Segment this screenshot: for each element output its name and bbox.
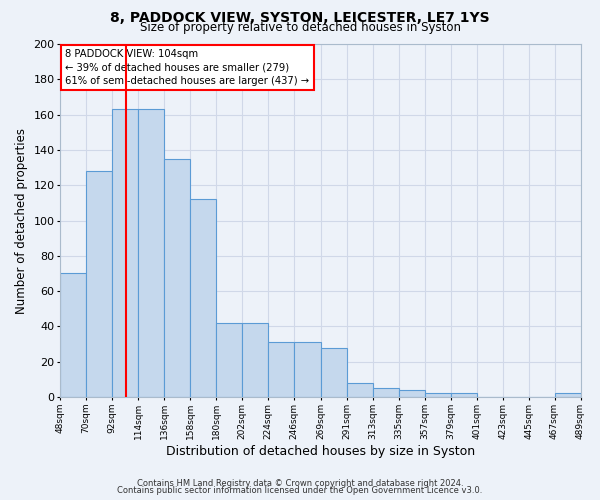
Bar <box>190 200 216 397</box>
Bar <box>138 110 164 397</box>
Bar <box>112 110 138 397</box>
Bar <box>451 394 476 397</box>
Text: 8, PADDOCK VIEW, SYSTON, LEICESTER, LE7 1YS: 8, PADDOCK VIEW, SYSTON, LEICESTER, LE7 … <box>110 11 490 25</box>
Bar <box>399 390 425 397</box>
Bar <box>347 383 373 397</box>
Bar <box>554 394 581 397</box>
Bar <box>268 342 294 397</box>
Bar <box>216 323 242 397</box>
Text: Contains public sector information licensed under the Open Government Licence v3: Contains public sector information licen… <box>118 486 482 495</box>
Bar <box>242 323 268 397</box>
Bar <box>86 171 112 397</box>
Bar <box>164 158 190 397</box>
Text: 8 PADDOCK VIEW: 104sqm
← 39% of detached houses are smaller (279)
61% of semi-de: 8 PADDOCK VIEW: 104sqm ← 39% of detached… <box>65 50 310 86</box>
Text: Contains HM Land Registry data © Crown copyright and database right 2024.: Contains HM Land Registry data © Crown c… <box>137 479 463 488</box>
Bar <box>373 388 399 397</box>
X-axis label: Distribution of detached houses by size in Syston: Distribution of detached houses by size … <box>166 444 475 458</box>
Bar <box>425 394 451 397</box>
Bar <box>60 274 86 397</box>
Text: Size of property relative to detached houses in Syston: Size of property relative to detached ho… <box>139 22 461 35</box>
Bar <box>294 342 321 397</box>
Y-axis label: Number of detached properties: Number of detached properties <box>15 128 28 314</box>
Bar <box>321 348 347 397</box>
